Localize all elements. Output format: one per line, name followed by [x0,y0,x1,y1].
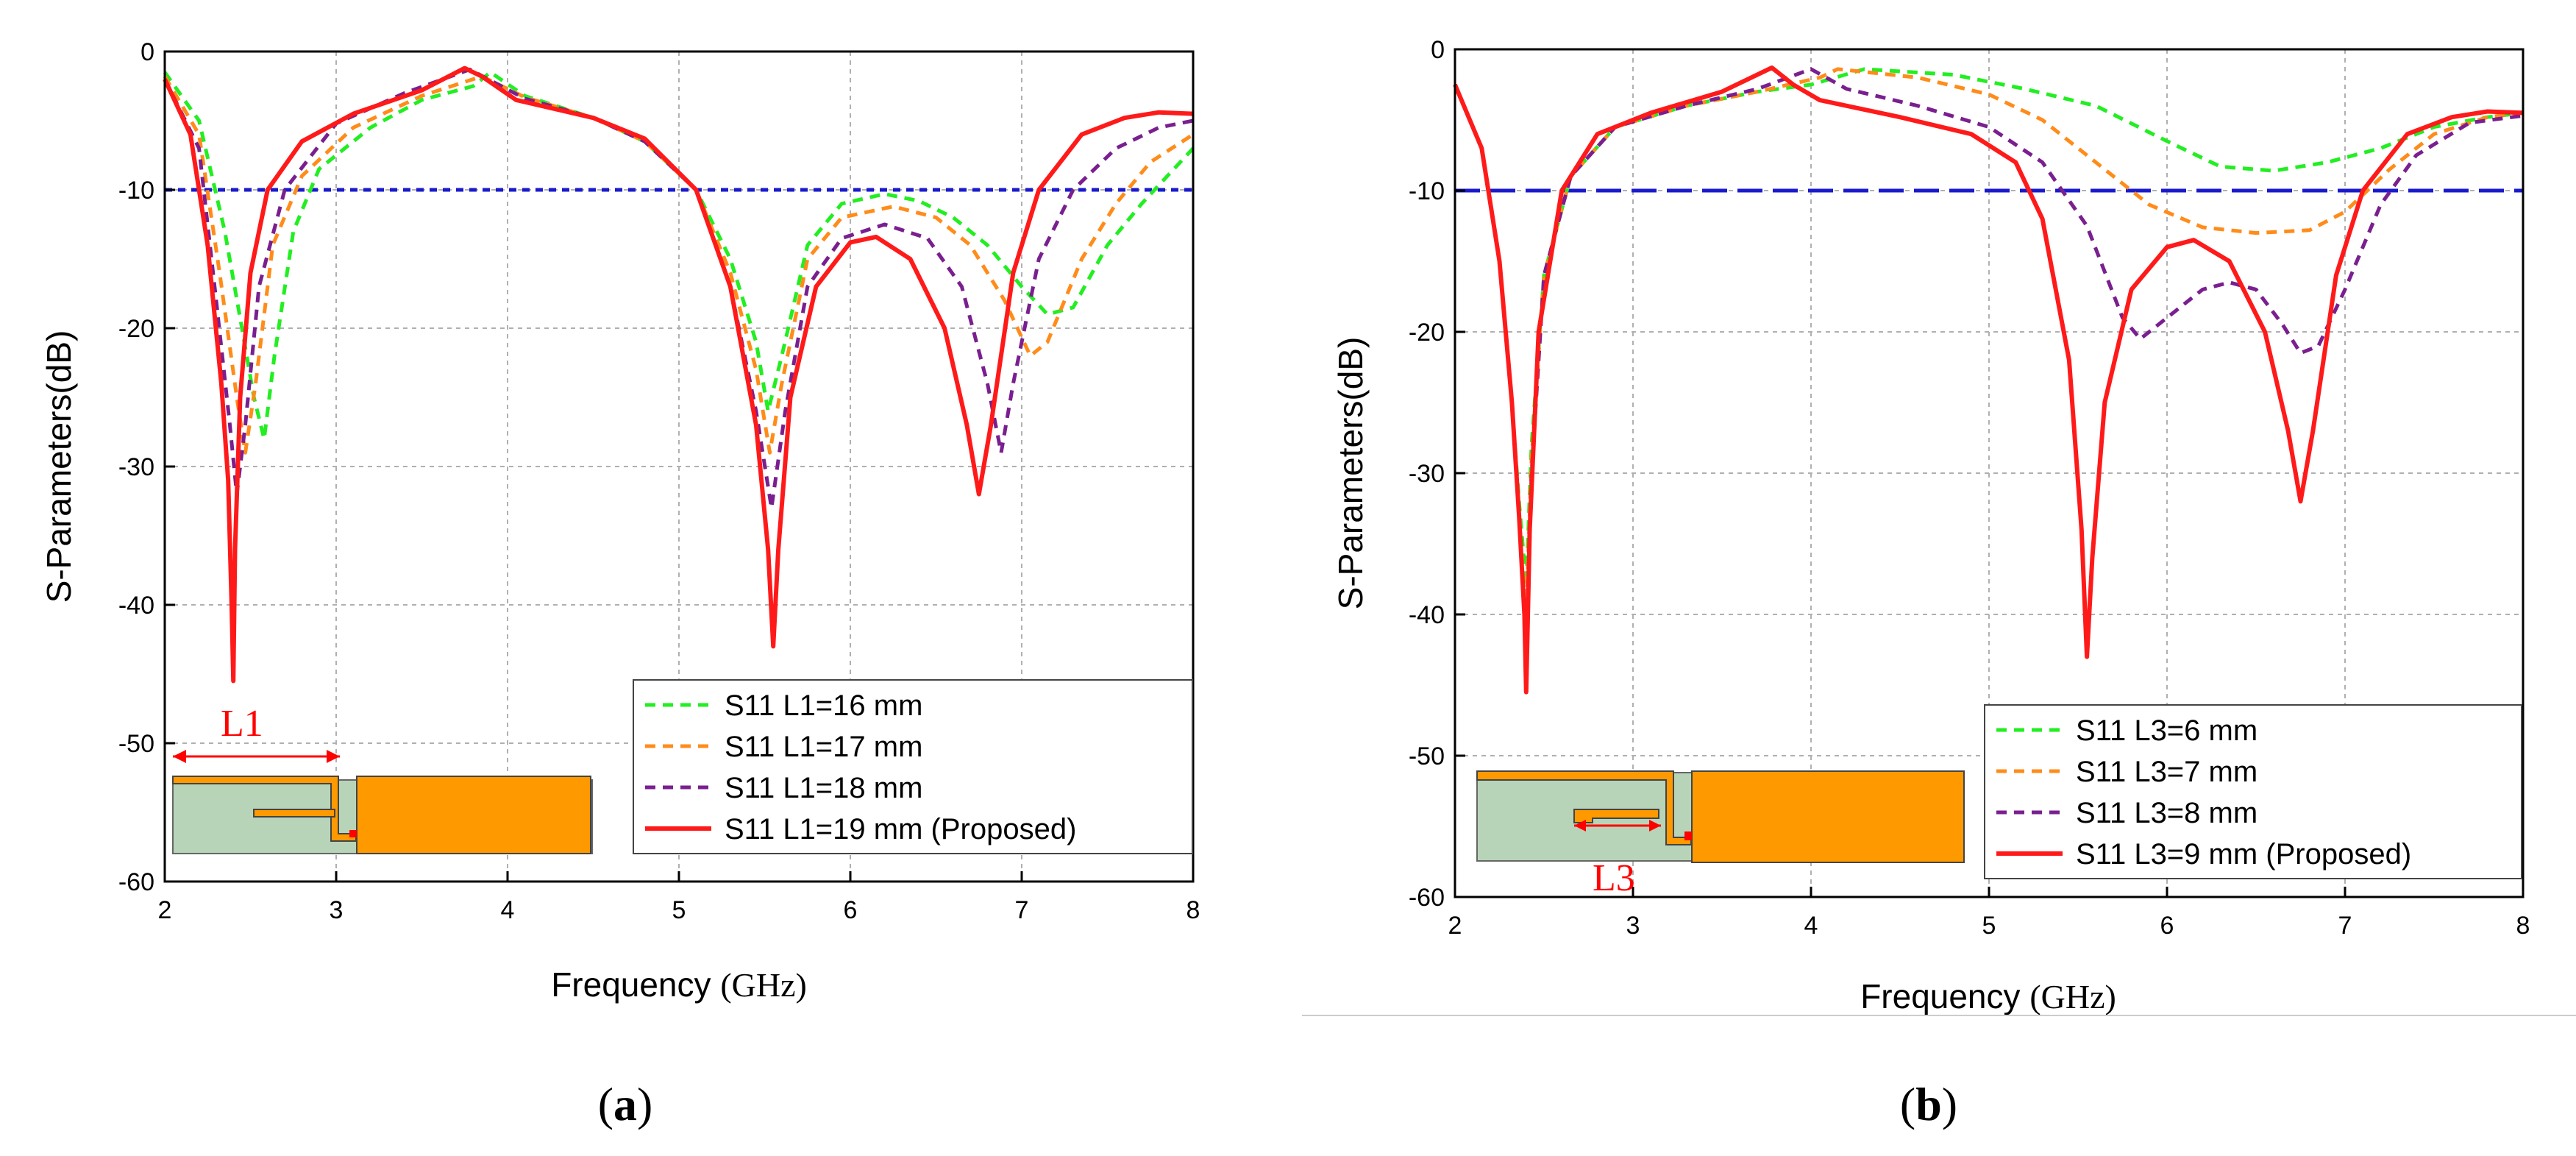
panel-label-b: (b) [1900,1078,1957,1130]
y-tick-label-0: 0 [140,38,154,66]
x-tick-label-7: 7 [2338,912,2352,940]
legend-box-b [1984,704,2522,879]
x-tick-label-8: 8 [2516,912,2530,940]
y-tick-label--10: -10 [1409,177,1445,205]
panel-a: 2 3 4 5 6 7 8 0 -10 -20 -30 -40 -50 -60 Frequency (GH… [40,38,1200,1130]
y-tick-label--40: -40 [118,592,154,620]
dimension-label-b: L3 [1593,857,1635,899]
series-line-a-2 [163,74,1195,455]
legend-box-a [633,679,1193,854]
x-tick-label-2: 2 [1448,912,1462,940]
legend-label-a-3: S11 L1=18 mm [725,772,922,804]
series-line-b-3 [1453,67,2524,645]
series-line-a-4 [163,65,1194,684]
x-tick-label-3: 3 [1626,912,1640,940]
series-layer-b [1453,65,2524,695]
legend-a: S11 L1=16 mm S11 L1=17 mm S11 L1=18 mm S11 … [633,679,1193,854]
legend-label-b-4: S11 L3=9 mm (Proposed) [2076,838,2411,870]
x-tick-label-7: 7 [1015,896,1029,924]
feed-line-b [1476,770,1692,845]
dimension-arrow-a: L1 [173,703,340,763]
y-tick-label--60: -60 [1409,884,1445,912]
x-tick-label-3: 3 [330,896,344,924]
dimension-label-a: L1 [221,703,263,745]
y-tick-label--20: -20 [1409,319,1445,347]
legend-label-a-4: S11 L1=19 mm (Proposed) [725,813,1076,845]
y-tick-label--60: -60 [118,868,154,896]
series-line-a-3 [163,67,1194,510]
stub-a [253,809,335,818]
x-axis-label-a: Frequency (GHz) [551,965,807,1004]
panel-label-a: (a) [598,1078,653,1130]
x-tick-label-6: 6 [2160,912,2174,940]
legend-b: S11 L3=6 mm S11 L3=7 mm S11 L3=8 mm S11 L3=… [1984,704,2522,879]
series-layer-a [163,65,1195,684]
port-a [349,830,357,837]
ticks-b: 2 3 4 5 6 7 8 0 -10 -20 -30 -40 -50 -60 [1409,36,2530,940]
y-tick-label--10: -10 [118,177,154,205]
dimension-arrow-b: L3 [1574,820,1661,899]
antenna-inset-b [1476,770,1965,863]
stub-b [1573,809,1659,823]
y-tick-label--30: -30 [118,453,154,481]
y-axis-label-a: S-Parameters(dB) [40,330,78,603]
x-tick-label-5: 5 [1982,912,1996,940]
ground-patch-a [356,776,591,854]
x-tick-label-5: 5 [672,896,686,924]
x-tick-label-6: 6 [844,896,858,924]
x-tick-label-8: 8 [1186,896,1200,924]
ground-patch-b [1691,770,1965,863]
y-tick-label--20: -20 [118,315,154,343]
ticks-a: 2 3 4 5 6 7 8 0 -10 -20 -30 -40 -50 -60 [118,38,1200,924]
legend-label-b-1: S11 L3=6 mm [2076,714,2257,747]
y-tick-label--50: -50 [118,730,154,758]
antenna-inset-a [172,776,593,854]
panel-b: 2 3 4 5 6 7 8 0 -10 -20 -30 -40 -50 -60 Frequency (GH… [1302,36,2576,1130]
x-tick-label-4: 4 [1804,912,1818,940]
y-tick-label--50: -50 [1409,742,1445,770]
series-line-b-2 [1453,67,2524,617]
legend-label-a-1: S11 L1=16 mm [725,689,922,722]
x-tick-label-2: 2 [158,896,172,924]
series-line-b-4 [1453,65,2524,695]
series-line-a-1 [163,70,1195,441]
x-tick-label-4: 4 [501,896,515,924]
y-axis-label-b: S-Parameters(dB) [1331,337,1370,610]
y-tick-label--30: -30 [1409,460,1445,488]
y-tick-label--40: -40 [1409,601,1445,629]
legend-label-b-3: S11 L3=8 mm [2076,797,2257,829]
legend-label-a-2: S11 L1=17 mm [725,731,922,763]
x-axis-label-b: Frequency (GHz) [1860,977,2116,1015]
legend-label-b-2: S11 L3=7 mm [2076,756,2257,788]
feed-line-a [172,776,357,842]
y-tick-label-0: 0 [1431,36,1445,64]
port-b [1684,831,1692,840]
